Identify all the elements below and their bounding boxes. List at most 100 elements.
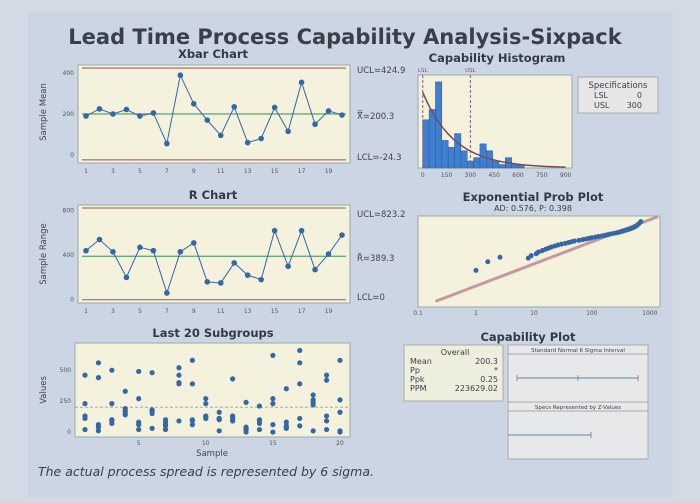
data-point xyxy=(339,112,345,118)
data-point xyxy=(123,106,130,113)
data-point xyxy=(149,425,155,431)
data-point xyxy=(150,247,157,254)
data-point xyxy=(497,254,503,260)
data-point xyxy=(149,408,155,414)
data-point xyxy=(323,377,330,383)
x-tick-label: 17 xyxy=(298,308,306,315)
data-point xyxy=(217,280,224,286)
data-point xyxy=(137,113,143,119)
data-point xyxy=(162,426,169,433)
data-point xyxy=(285,128,291,135)
specifications-legend: Specifications LSL 0 USL 300 xyxy=(577,76,659,114)
data-point xyxy=(164,140,170,147)
data-point xyxy=(162,422,169,428)
data-point xyxy=(337,428,343,434)
data-point xyxy=(189,417,195,423)
stat-label: PPM xyxy=(410,384,427,393)
data-point xyxy=(82,401,88,407)
r-lcl-label: LCL=0 xyxy=(357,293,385,303)
histogram-bar xyxy=(428,109,436,169)
data-point xyxy=(535,249,541,255)
histogram-bar xyxy=(498,164,506,169)
data-point xyxy=(216,428,222,434)
x-tick-label: 0 xyxy=(421,172,425,179)
data-point xyxy=(189,381,195,387)
data-point xyxy=(109,367,115,373)
x-tick-label: 1 xyxy=(84,308,88,315)
data-point xyxy=(136,368,142,375)
x-tick-label: 11 xyxy=(217,168,225,175)
data-point xyxy=(310,392,316,398)
x-tick-label: 450 xyxy=(488,172,500,179)
x-tick-label: 3 xyxy=(111,168,115,175)
data-point xyxy=(230,414,236,420)
data-point xyxy=(95,422,102,428)
data-point xyxy=(177,248,184,255)
histogram-bar xyxy=(460,150,468,169)
data-point xyxy=(323,372,330,378)
data-point xyxy=(216,409,222,415)
y-tick-label: 400 xyxy=(63,252,75,259)
data-point xyxy=(176,372,182,378)
data-point xyxy=(485,259,491,265)
overall-title: Overall xyxy=(441,348,470,357)
data-point xyxy=(190,100,197,107)
x-tick-label: 7 xyxy=(165,168,169,175)
data-point xyxy=(95,375,102,381)
data-point xyxy=(109,418,115,424)
xbar-center-label: X̿=200.3 xyxy=(357,110,394,122)
histogram-bar xyxy=(511,164,519,169)
data-point xyxy=(312,121,318,128)
x-tick-label: 5 xyxy=(138,168,142,175)
panel2-title: Specs Represented by Z-Values xyxy=(535,405,621,411)
plot-area xyxy=(74,342,351,438)
data-point xyxy=(231,104,238,110)
data-point xyxy=(271,104,278,111)
histogram-bar xyxy=(492,160,500,169)
data-point xyxy=(283,386,289,392)
x-tick-label: 1000 xyxy=(642,310,657,317)
report-title: Lead Time Process Capability Analysis-Si… xyxy=(68,25,622,49)
data-point xyxy=(96,106,103,112)
r-ylabel: Sample Range xyxy=(39,223,49,285)
data-point xyxy=(312,266,318,273)
x-tick-label: 15 xyxy=(271,308,279,315)
data-point xyxy=(243,425,249,431)
xbar-lcl-label: LCL=-24.3 xyxy=(357,153,402,163)
histogram-bar xyxy=(422,119,430,169)
data-point xyxy=(337,409,343,415)
y-tick-label: 200 xyxy=(63,111,75,118)
data-point xyxy=(96,236,103,243)
data-point xyxy=(231,260,238,266)
spec-lsl-value: 0 xyxy=(637,91,642,100)
xbar-title: Xbar Chart xyxy=(178,47,249,61)
data-point xyxy=(177,72,184,79)
x-tick-label: 750 xyxy=(536,172,548,179)
data-point xyxy=(190,240,197,246)
data-point xyxy=(271,227,278,234)
x-tick-label: 0.1 xyxy=(413,310,423,317)
xbar-ylabel: Sample Mean xyxy=(39,83,49,141)
x-tick-label: 5 xyxy=(137,440,141,447)
x-tick-label: 20 xyxy=(336,440,344,447)
subgroups-chart: 0 250 500 5 10 15 20 xyxy=(60,342,351,447)
x-tick-label: 13 xyxy=(244,308,252,315)
y-tick-label: 0 xyxy=(70,297,74,304)
data-point xyxy=(244,139,251,146)
data-point xyxy=(95,360,102,366)
x-tick-label: 5 xyxy=(138,308,142,315)
x-tick-label: 11 xyxy=(217,308,225,315)
x-tick-label: 9 xyxy=(192,308,196,315)
series-line xyxy=(85,229,343,295)
data-point xyxy=(164,290,170,296)
x-tick-label: 1 xyxy=(84,168,88,175)
x-tick-label: 300 xyxy=(465,172,477,179)
data-point xyxy=(176,418,182,424)
x-tick-label: 1 xyxy=(474,310,478,317)
data-point xyxy=(323,426,330,433)
data-point xyxy=(82,413,88,419)
data-point xyxy=(123,274,130,281)
data-point xyxy=(122,405,128,412)
data-point xyxy=(256,426,263,433)
